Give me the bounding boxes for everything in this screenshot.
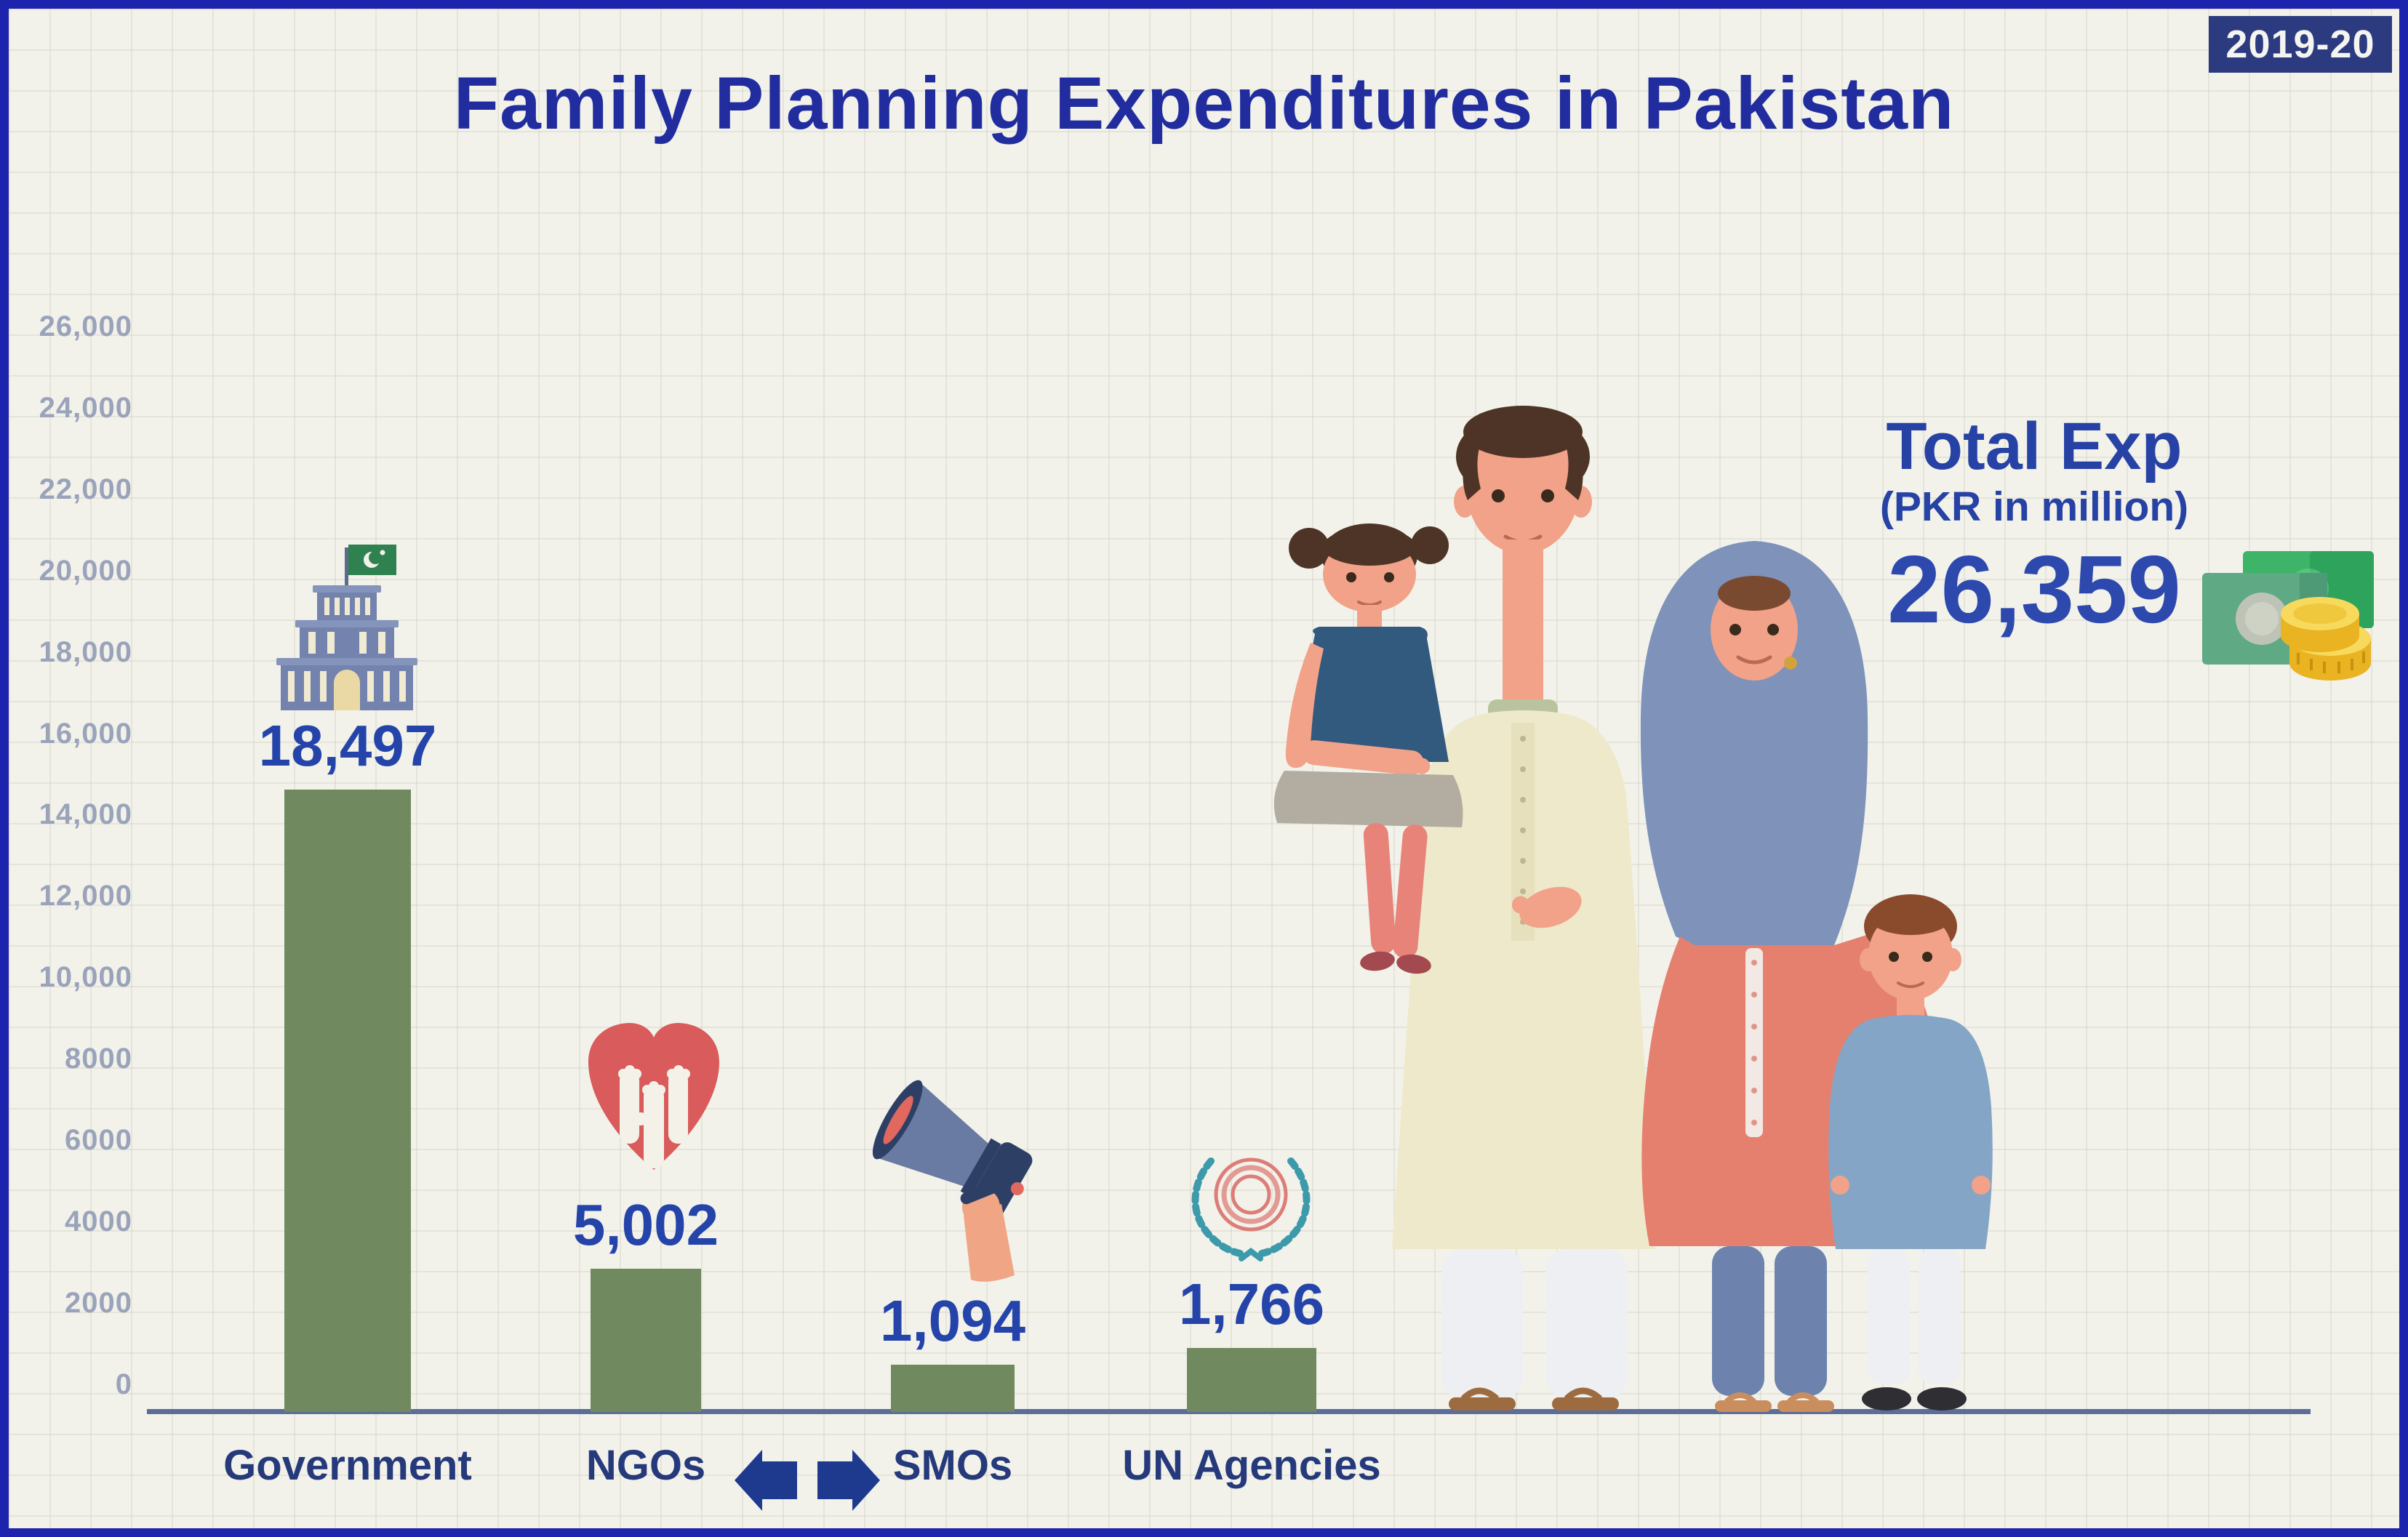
- right-arrow-icon: [817, 1450, 880, 1511]
- y-tick-label: 0: [115, 1368, 132, 1400]
- y-tick-label: 16,000: [39, 717, 132, 750]
- bar-ngos: [591, 1269, 701, 1412]
- mother-figure: [1640, 541, 1947, 1412]
- raised-hands: [618, 1065, 690, 1168]
- bar-un-agencies: [1187, 1348, 1316, 1412]
- flag-pole: [345, 547, 348, 587]
- holding-hand: [960, 1180, 1015, 1282]
- y-tick-label: 12,000: [39, 880, 132, 912]
- y-tick-label: 6000: [65, 1124, 132, 1156]
- value-label-government: 18,497: [258, 713, 437, 778]
- father-figure: [1392, 406, 1655, 1410]
- total-exp-label: Total Exp: [1886, 409, 2183, 483]
- y-tick-label: 2000: [65, 1286, 132, 1319]
- x-label-smos: SMOs: [892, 1442, 1013, 1489]
- father-hand: [1511, 886, 1582, 928]
- total-exp-unit: (PKR in million): [1879, 483, 2189, 530]
- page-title: Family Planning Expenditures in Pakistan: [453, 62, 1955, 145]
- y-tick-label: 8000: [65, 1043, 132, 1075]
- y-tick-label: 18,000: [39, 635, 132, 668]
- bar-smos: [891, 1365, 1015, 1412]
- mother-sandals: [1715, 1392, 1834, 1412]
- father-sandals: [1449, 1387, 1619, 1410]
- un-emblem-icon: [1191, 1157, 1311, 1261]
- building-door: [334, 670, 360, 710]
- daughter-figure: [1273, 523, 1463, 974]
- y-tick-label: 26,000: [39, 310, 132, 342]
- money-banknotes-coins-icon: [2202, 551, 2374, 681]
- year-badge: 2019-20: [2209, 16, 2392, 73]
- pakistani-family-illustration: [1273, 406, 1993, 1412]
- government-building-icon: [276, 545, 417, 710]
- y-tick-label: 24,000: [39, 391, 132, 424]
- value-label-smos: 1,094: [879, 1288, 1026, 1353]
- y-tick-label: 22,000: [39, 473, 132, 505]
- y-tick-label: 4000: [65, 1205, 132, 1237]
- left-arrow-icon: [735, 1450, 797, 1511]
- coin-stack: [2281, 597, 2371, 681]
- smo-megaphone-icon: [872, 1080, 1033, 1282]
- y-tick-label: 10,000: [39, 961, 132, 994]
- x-label-ngos: NGOs: [585, 1442, 706, 1489]
- bar-government: [284, 790, 411, 1412]
- pakistan-flag-icon: [348, 545, 396, 575]
- earring: [1784, 657, 1797, 670]
- son-figure: [1828, 894, 1993, 1410]
- y-tick-label: 20,000: [39, 554, 132, 587]
- ngo-heart-hands-icon: [588, 1023, 719, 1170]
- y-tick-label: 14,000: [39, 798, 132, 831]
- value-label-ngos: 5,002: [572, 1192, 719, 1257]
- total-exp-value: 26,359: [1887, 536, 2181, 643]
- x-label-un-agencies: UN Agencies: [1122, 1442, 1381, 1489]
- value-label-un-agencies: 1,766: [1178, 1272, 1325, 1336]
- x-label-government: Government: [223, 1442, 472, 1489]
- total-exp-block: Total Exp (PKR in million) 26,359: [1841, 410, 2227, 644]
